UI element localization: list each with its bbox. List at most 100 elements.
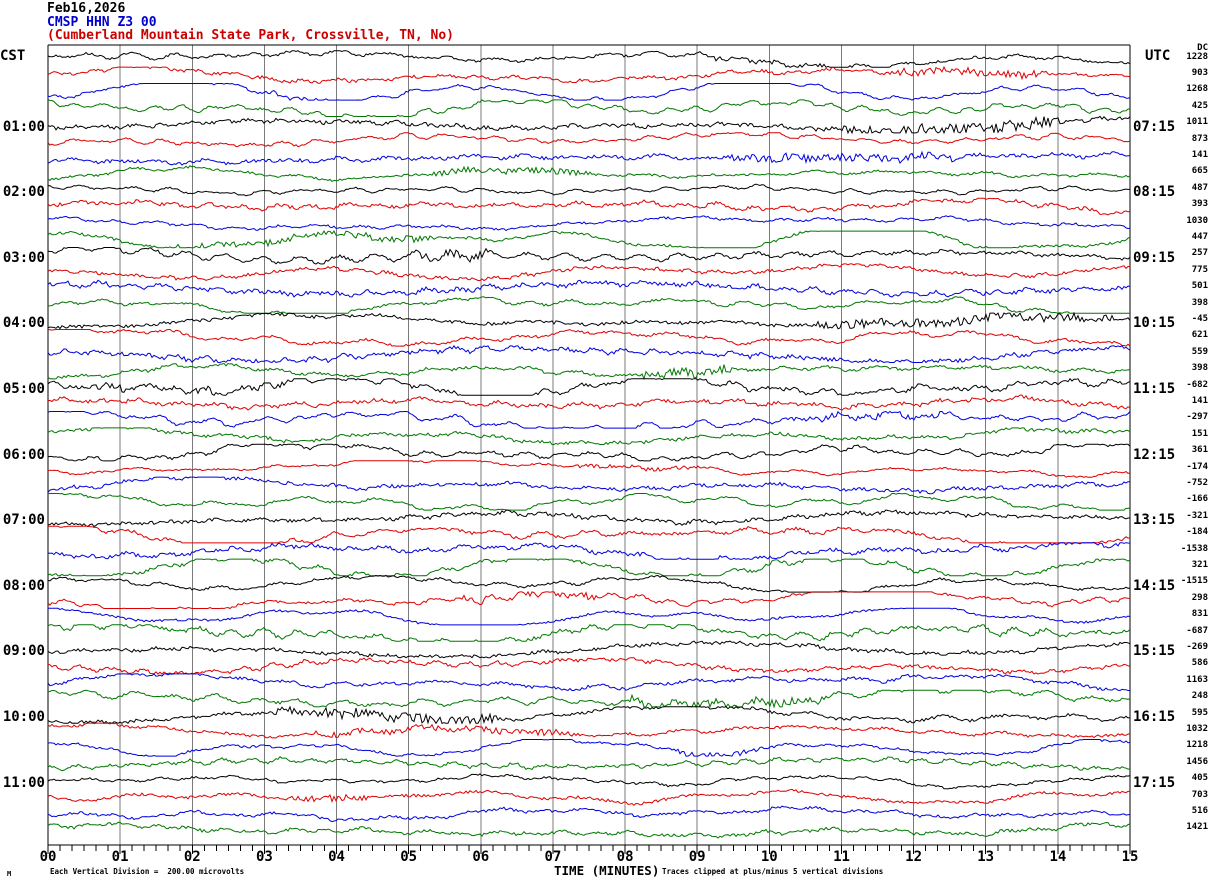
- seismogram-trace: [47, 165, 1131, 183]
- seismogram-trace: [47, 362, 1131, 381]
- dc-value: -321: [1186, 510, 1208, 521]
- location-title: (Cumberland Mountain State Park, Crossvi…: [47, 28, 454, 43]
- dc-value: 1456: [1186, 756, 1208, 767]
- x-axis-tick-label: 04: [328, 849, 345, 865]
- x-axis-tick-label: 05: [400, 849, 418, 865]
- dc-value: 873: [1191, 133, 1208, 144]
- x-axis-tick-label: 08: [616, 849, 634, 865]
- seismogram-trace: [47, 197, 1131, 216]
- dc-value: 516: [1191, 805, 1208, 816]
- seismogram-trace: [47, 183, 1130, 197]
- seismogram-trace: [47, 345, 1131, 364]
- x-axis-tick-label: 11: [833, 849, 850, 865]
- x-axis-tick-label: 15: [1121, 849, 1139, 865]
- left-hour-label: 03:00: [2, 249, 45, 266]
- left-hour-label: 08:00: [2, 577, 45, 594]
- dc-value: 665: [1191, 166, 1208, 177]
- dc-value: 703: [1191, 789, 1208, 800]
- seismogram-trace: [47, 311, 1131, 330]
- seismogram-trace: [47, 377, 1131, 396]
- left-timezone-label: CST: [0, 48, 26, 64]
- seismogram-trace: [47, 246, 1131, 265]
- right-hour-label: 13:15: [1133, 512, 1176, 529]
- right-hour-label: 12:15: [1133, 446, 1176, 463]
- dc-value: -752: [1186, 477, 1208, 488]
- station-title: CMSP HHN Z3 00: [47, 14, 157, 30]
- dc-value: 1218: [1186, 740, 1208, 751]
- seismogram-trace: [47, 624, 1131, 642]
- dc-value: -166: [1186, 494, 1208, 505]
- dc-value: -184: [1186, 527, 1208, 538]
- left-hour-label: 10:00: [2, 709, 45, 725]
- right-hour-label: 16:15: [1133, 709, 1176, 725]
- seismogram-trace: [47, 821, 1131, 839]
- x-axis-tick-label: 02: [183, 849, 201, 865]
- right-hour-label: 08:15: [1133, 184, 1176, 201]
- seismogram-trace: [47, 689, 1131, 709]
- dc-value: 1163: [1186, 674, 1208, 685]
- seismogram-trace: [47, 590, 1131, 610]
- right-hour-label: 17:15: [1133, 774, 1176, 791]
- right-hour-label: 10:15: [1133, 315, 1176, 332]
- seismogram-trace: [47, 460, 1131, 478]
- right-hour-label: 14:15: [1133, 577, 1176, 594]
- x-axis-title: TIME (MINUTES): [554, 863, 660, 878]
- dc-value: 621: [1191, 330, 1208, 341]
- left-hour-label: 11:00: [2, 774, 45, 791]
- dc-value: 903: [1191, 67, 1208, 78]
- x-axis-tick-label: 03: [255, 849, 273, 865]
- dc-value: 1011: [1186, 117, 1208, 128]
- dc-column-header: DC: [1197, 43, 1208, 53]
- date-title: Feb16,2026: [47, 1, 126, 16]
- left-hour-label: 09:00: [2, 643, 45, 660]
- dc-value: 151: [1191, 428, 1208, 439]
- left-hour-label: 04:00: [2, 315, 45, 332]
- dc-value: 393: [1191, 199, 1208, 210]
- seismogram-trace: [48, 607, 1131, 626]
- dc-value: 447: [1191, 231, 1208, 242]
- dc-value: -174: [1186, 461, 1208, 472]
- scale-note: Each Vertical Division = 200.00 microvol…: [50, 867, 245, 876]
- x-axis-tick-label: 13: [977, 849, 995, 865]
- left-hour-label: 07:00: [2, 512, 45, 529]
- seismogram-trace: [48, 525, 1131, 544]
- dc-value: 361: [1191, 445, 1208, 456]
- seismogram-trace: [47, 673, 1130, 692]
- clip-note: Traces clipped at plus/minus 5 vertical …: [662, 867, 884, 876]
- left-hour-label: 01:00: [2, 118, 45, 135]
- right-hour-label: 09:15: [1133, 249, 1176, 266]
- dc-value: -297: [1186, 412, 1208, 423]
- dc-value: 398: [1191, 297, 1208, 308]
- seismogram-trace: [47, 788, 1131, 806]
- x-axis-tick-label: 09: [688, 849, 706, 865]
- seismogram-trace: [47, 115, 1131, 135]
- dc-value: 141: [1191, 149, 1208, 160]
- dc-value: 248: [1191, 691, 1208, 702]
- dc-value: 257: [1191, 248, 1208, 259]
- seismogram-trace: [47, 65, 1131, 84]
- dc-value: 298: [1191, 592, 1208, 603]
- right-hour-label: 07:15: [1133, 118, 1176, 135]
- seismogram-trace: [47, 394, 1131, 411]
- seismogram-trace: [47, 542, 1131, 560]
- seismogram-trace: [47, 427, 1131, 446]
- logo-mark: M: [7, 870, 12, 878]
- seismogram-trace: [47, 296, 1130, 314]
- left-hour-label: 02:00: [2, 184, 45, 201]
- seismogram-trace: [47, 215, 1131, 232]
- dc-value: 1228: [1186, 51, 1208, 62]
- dc-value: -682: [1186, 379, 1208, 390]
- seismogram-trace: [48, 492, 1131, 511]
- seismogram-trace: [47, 640, 1131, 659]
- dc-value: 425: [1191, 100, 1208, 111]
- dc-value: 321: [1191, 559, 1208, 570]
- seismogram-trace: [47, 50, 1131, 68]
- dc-value: 487: [1191, 182, 1208, 193]
- seismogram-trace: [47, 476, 1131, 495]
- dc-value: 501: [1191, 281, 1208, 292]
- seismogram-trace: [47, 82, 1131, 101]
- seismogram-trace: [47, 739, 1131, 757]
- x-axis-tick-label: 10: [760, 849, 778, 865]
- dc-value: 831: [1191, 609, 1208, 620]
